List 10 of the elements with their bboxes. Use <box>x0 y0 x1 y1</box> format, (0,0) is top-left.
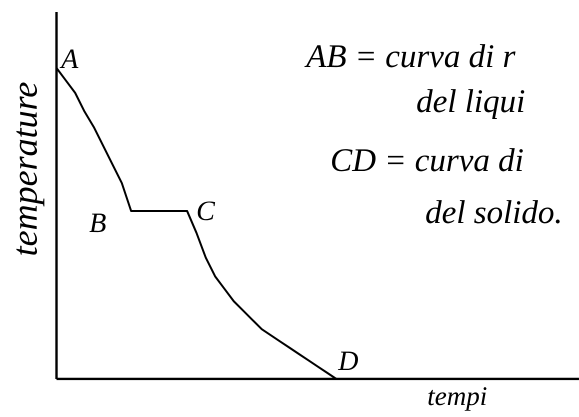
annotation: del liqui <box>417 89 524 120</box>
annotation: B <box>89 214 106 232</box>
annotation: D <box>338 352 358 370</box>
annotation: CD = curva di <box>332 148 523 172</box>
annotation: C <box>198 201 216 220</box>
annotation: del solido. <box>426 200 560 224</box>
y-axis-title: temperature <box>16 82 44 255</box>
text: AB = curva di r <box>304 44 516 68</box>
x-axis-title: tempi <box>428 387 486 411</box>
text: A <box>60 50 78 68</box>
